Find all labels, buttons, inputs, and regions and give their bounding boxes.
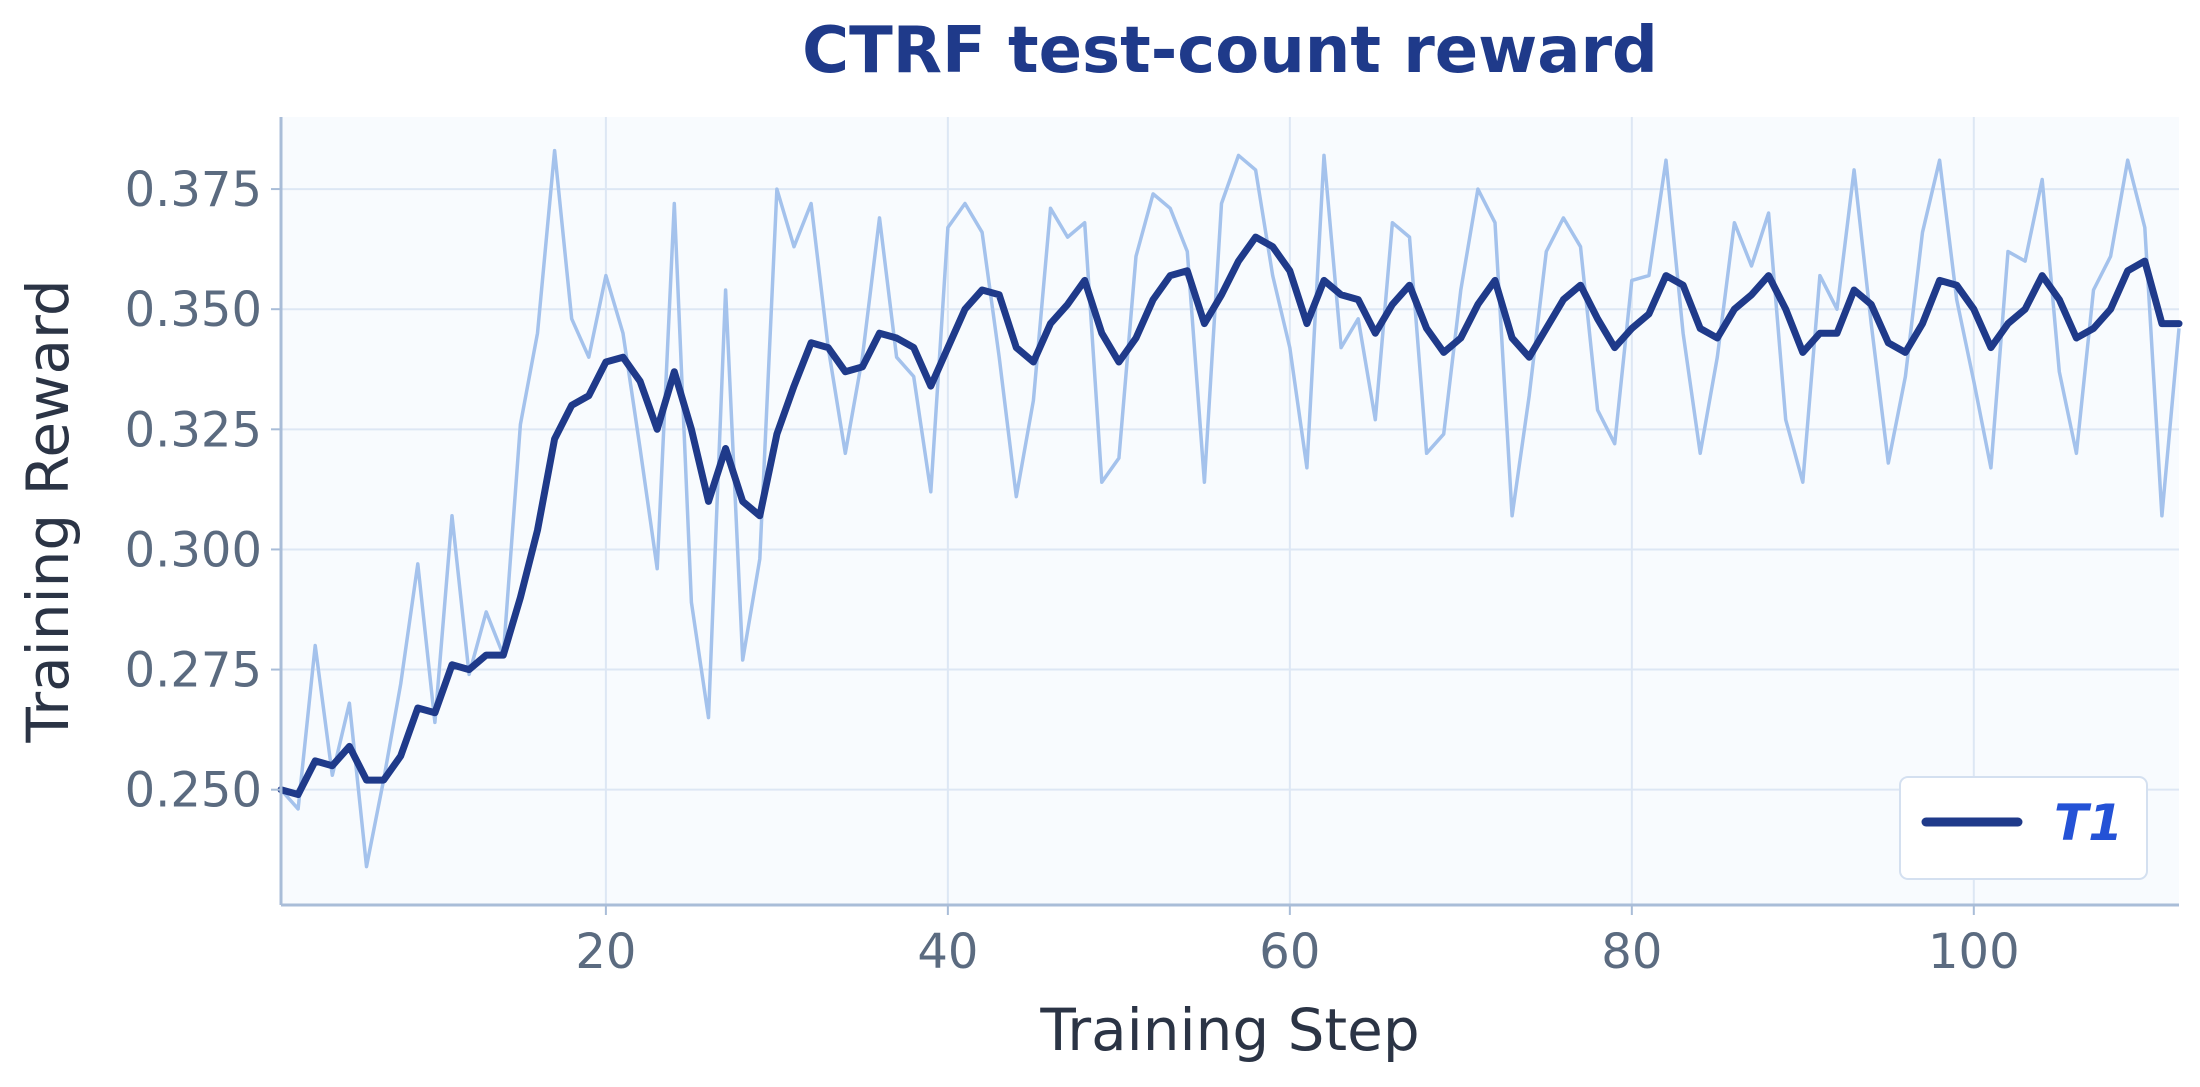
- y-tick-label: 0.350: [125, 282, 262, 338]
- legend-box: [1899, 776, 2148, 880]
- y-tick-label: 0.250: [125, 763, 262, 819]
- x-axis-label: Training Step: [1039, 996, 1419, 1064]
- x-tick-labels: 20 40 60 80 100: [575, 905, 2020, 980]
- y-tick-label: 0.375: [125, 162, 262, 218]
- y-tick-labels: 0.250 0.275 0.300 0.325 0.350 0.375: [125, 162, 281, 819]
- raw-series-layer: [279, 148, 2181, 869]
- x-tick-label: 60: [1259, 924, 1320, 980]
- x-tick-label: 20: [575, 924, 636, 980]
- legend-label-t1: T1: [2054, 794, 2123, 852]
- y-tick-label: 0.275: [125, 643, 262, 699]
- y-axis-label: Training Reward: [14, 279, 82, 743]
- chart-title: CTRF test-count reward: [802, 14, 1658, 88]
- x-tick-label: 80: [1601, 924, 1662, 980]
- raw-reward-line: [279, 148, 2181, 869]
- y-tick-label: 0.325: [125, 402, 262, 458]
- axes: [279, 117, 2179, 907]
- x-tick-label: 40: [917, 924, 978, 980]
- series-layer: [277, 233, 2183, 798]
- x-tick-label: 100: [1928, 924, 2020, 980]
- gridlines: [281, 117, 2179, 905]
- y-tick-label: 0.300: [125, 522, 262, 578]
- legend: T1: [1899, 776, 2148, 880]
- series-line-t1: [277, 233, 2183, 798]
- plot-background: [281, 117, 2179, 905]
